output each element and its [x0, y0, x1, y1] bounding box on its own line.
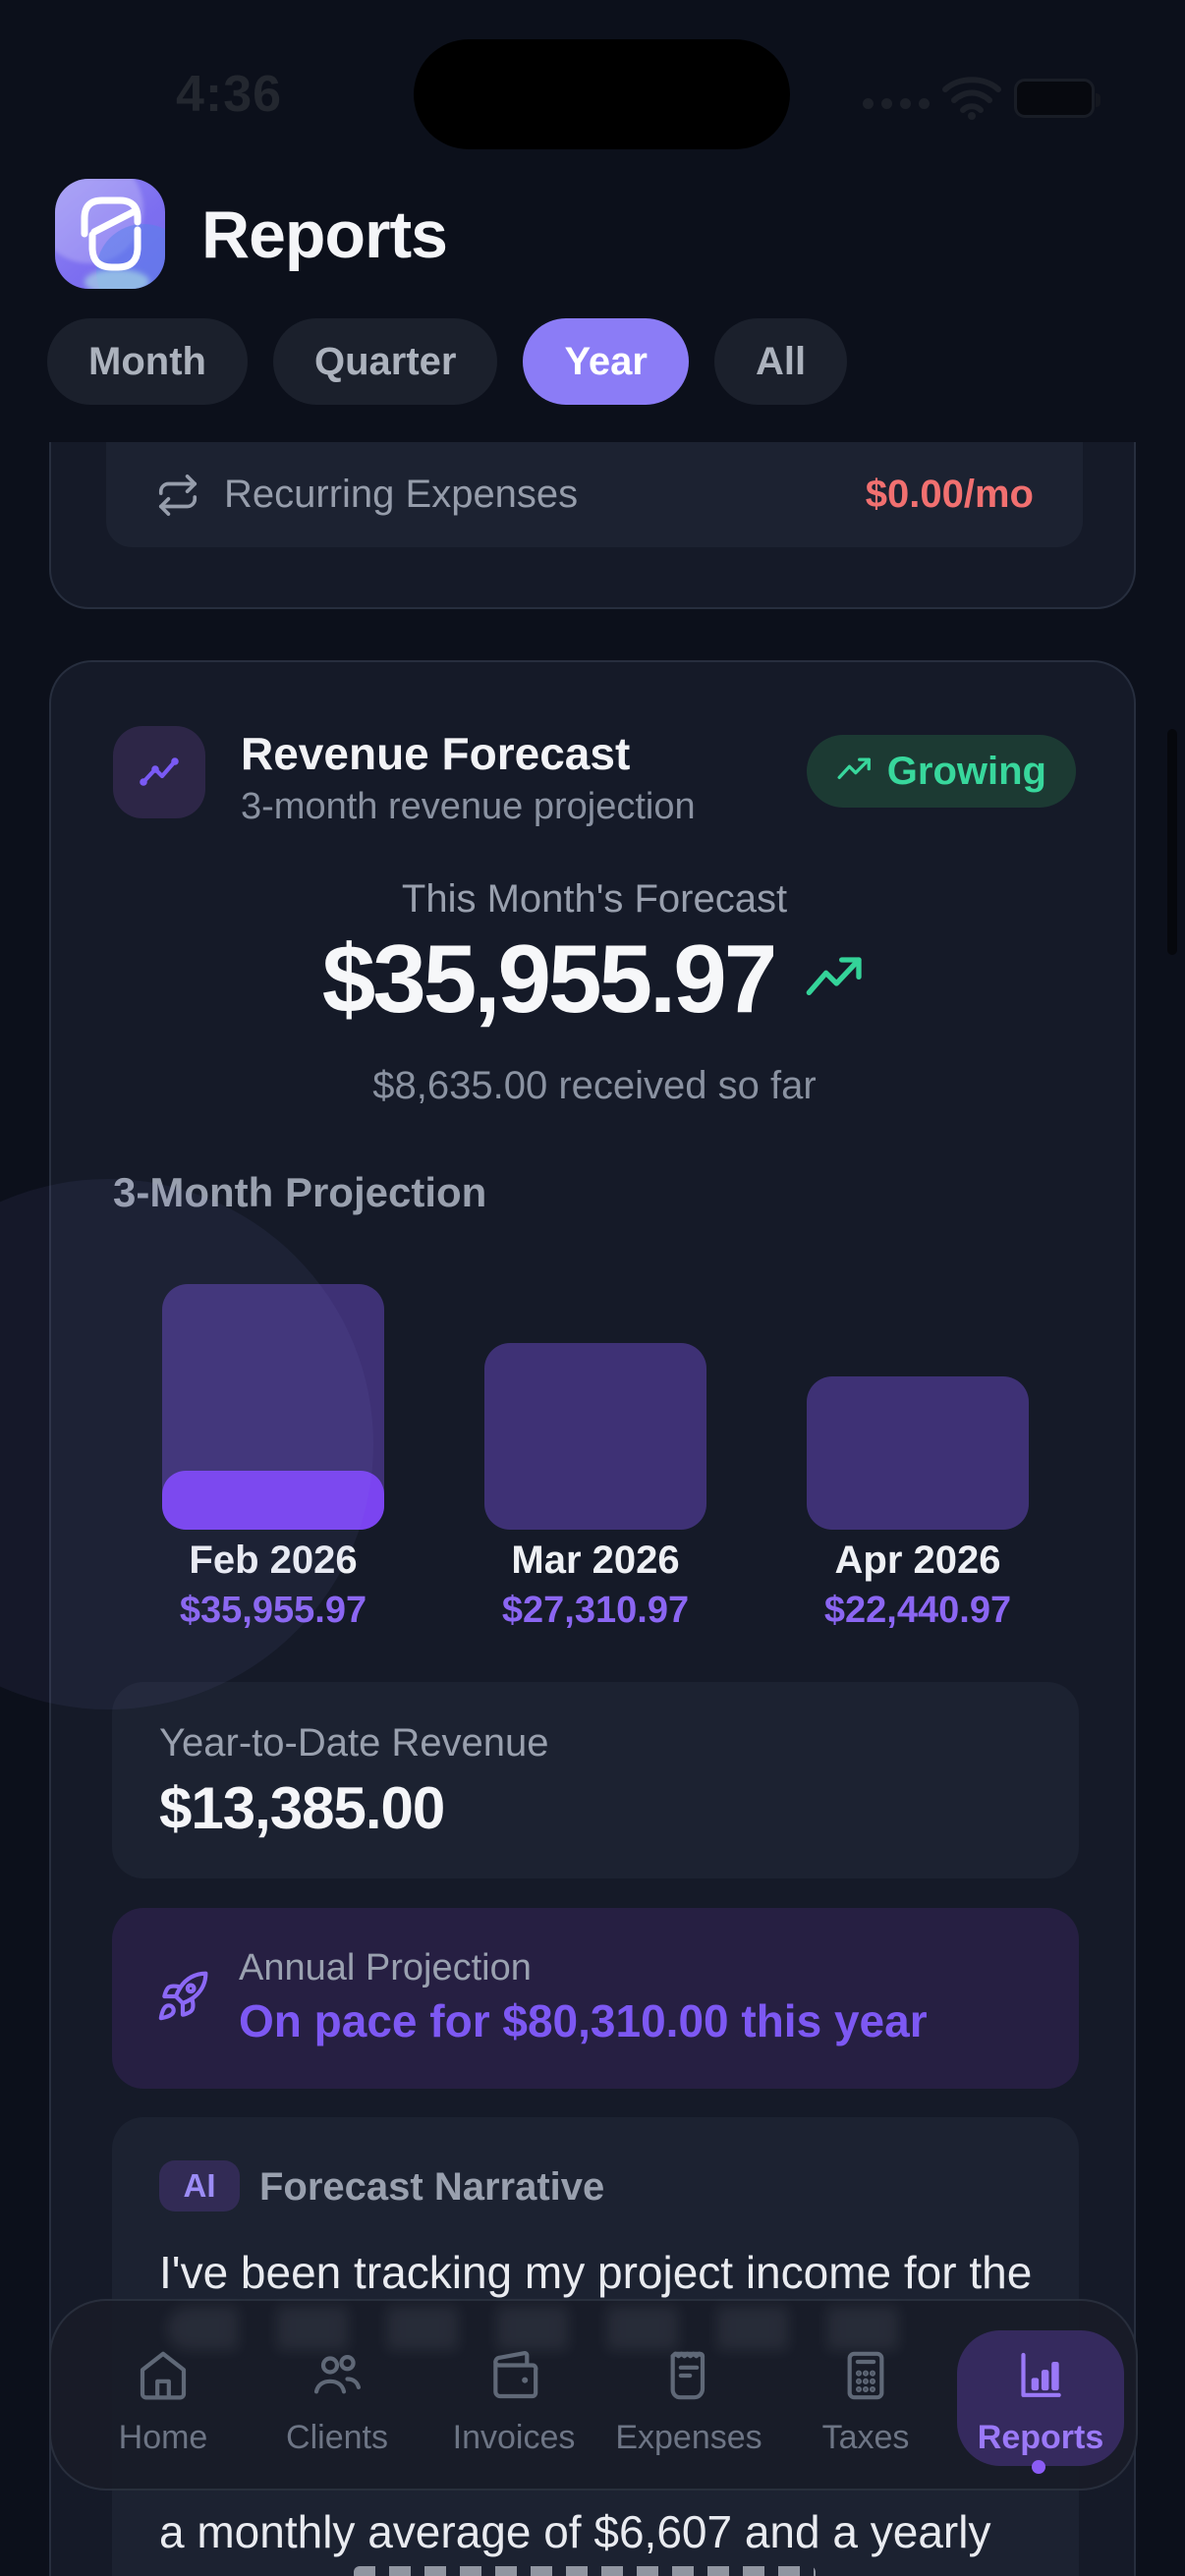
annual-projection-value: On pace for $80,310.00 this year	[239, 1995, 928, 2046]
tab-invoices[interactable]: Invoices	[430, 2348, 597, 2457]
status-time: 4:36	[175, 66, 283, 123]
chart-bar-value: $35,955.97	[179, 1590, 367, 1631]
dynamic-island	[414, 39, 790, 149]
clipped-text-line	[354, 2566, 816, 2576]
ytd-revenue-label: Year-to-Date Revenue	[159, 1721, 549, 1764]
bottom-tab-bar: Home Clients Invoices	[49, 2299, 1138, 2491]
battery-icon	[1014, 79, 1100, 118]
status-badge-label: Growing	[886, 749, 1046, 793]
recurring-expenses-row[interactable]: Recurring Expenses $0.00/mo	[106, 442, 1083, 547]
chart-bar-month: Apr 2026	[834, 1539, 1001, 1582]
tab-clients[interactable]: Clients	[254, 2348, 421, 2457]
wifi-icon	[941, 75, 1002, 120]
filter-pill-all[interactable]: All	[713, 318, 848, 405]
trend-chart-icon	[113, 726, 205, 818]
chart-bar-value: $27,310.97	[501, 1590, 690, 1631]
ytd-revenue-value: $13,385.00	[159, 1775, 445, 1841]
tab-label: Home	[118, 2419, 208, 2456]
chart-bar-value: $22,440.97	[823, 1590, 1012, 1631]
active-tab-dot	[1032, 2460, 1045, 2474]
recurring-expenses-label: Recurring Expenses	[224, 473, 579, 516]
trending-up-icon	[806, 956, 862, 995]
annual-projection-tile: Annual Projection On pace for $80,310.00…	[112, 1908, 1079, 2089]
chart-bar-column: Mar 2026 $27,310.97	[434, 1212, 757, 1664]
chart-bar-received-segment	[162, 1471, 384, 1530]
filter-pill-quarter[interactable]: Quarter	[272, 318, 498, 405]
scrollbar-thumb[interactable]	[1167, 729, 1177, 955]
tab-label: Taxes	[821, 2419, 910, 2456]
received-so-far-label: $8,635.00 received so far	[372, 1064, 817, 1107]
card-subtitle: 3-month revenue projection	[241, 786, 696, 827]
tab-home[interactable]: Home	[80, 2348, 247, 2457]
filter-pill-year[interactable]: Year	[523, 318, 689, 405]
rocket-icon	[155, 1969, 210, 2024]
wallet-icon	[430, 2348, 597, 2405]
chart-bar-month: Feb 2026	[189, 1539, 358, 1582]
chart-bar	[484, 1343, 706, 1530]
forecast-amount: $35,955.97	[321, 924, 777, 1033]
expenses-summary-card: Recurring Expenses $0.00/mo	[49, 442, 1136, 609]
ytd-revenue-tile: Year-to-Date Revenue $13,385.00	[112, 1682, 1079, 1878]
home-icon	[80, 2348, 247, 2405]
revenue-forecast-card: Revenue Forecast 3-month revenue project…	[49, 660, 1136, 2576]
chart-bar	[807, 1376, 1029, 1530]
calculator-icon	[782, 2348, 949, 2405]
projection-section-title: 3-Month Projection	[113, 1169, 487, 1215]
trending-up-icon	[837, 757, 871, 779]
app-logo-icon	[55, 179, 165, 289]
tab-reports[interactable]: Reports	[957, 2348, 1124, 2457]
active-tab-highlight	[957, 2330, 1124, 2466]
receipt-icon	[605, 2348, 772, 2405]
period-filter: Month Quarter Year All	[47, 318, 848, 405]
cellular-signal-icon	[863, 98, 930, 109]
bar-chart-icon	[957, 2348, 1124, 2405]
card-title: Revenue Forecast	[241, 728, 631, 779]
narrative-text-line: a monthly average of $6,607 and a yearly	[159, 2506, 991, 2557]
tab-label: Reports	[977, 2419, 1104, 2456]
users-icon	[254, 2348, 421, 2405]
projection-bar-chart: Feb 2026 $35,955.97 Mar 2026 $27,310.97 …	[112, 1212, 1079, 1664]
tab-taxes[interactable]: Taxes	[782, 2348, 949, 2457]
tab-label: Clients	[286, 2419, 388, 2456]
chart-bar-column: Feb 2026 $35,955.97	[112, 1212, 434, 1664]
this-month-forecast-label: This Month's Forecast	[401, 877, 788, 921]
filter-pill-month[interactable]: Month	[47, 318, 248, 405]
narrative-text-line: I've been tracking my project income for…	[159, 2247, 1033, 2298]
chart-bar-month: Mar 2026	[511, 1539, 680, 1582]
ai-badge: AI	[159, 2160, 240, 2212]
tab-expenses[interactable]: Expenses	[605, 2348, 772, 2457]
page-title: Reports	[201, 197, 448, 272]
recurring-expenses-value: $0.00/mo	[865, 473, 1034, 516]
narrative-title: Forecast Narrative	[259, 2165, 605, 2209]
tab-label: Invoices	[452, 2419, 576, 2456]
annual-projection-label: Annual Projection	[239, 1947, 532, 1988]
tab-label: Expenses	[615, 2419, 762, 2456]
status-badge: Growing	[806, 735, 1076, 808]
forecast-amount-row: $35,955.97	[51, 924, 1138, 1035]
repeat-icon	[155, 473, 200, 518]
chart-bar-column: Apr 2026 $22,440.97	[757, 1212, 1079, 1664]
